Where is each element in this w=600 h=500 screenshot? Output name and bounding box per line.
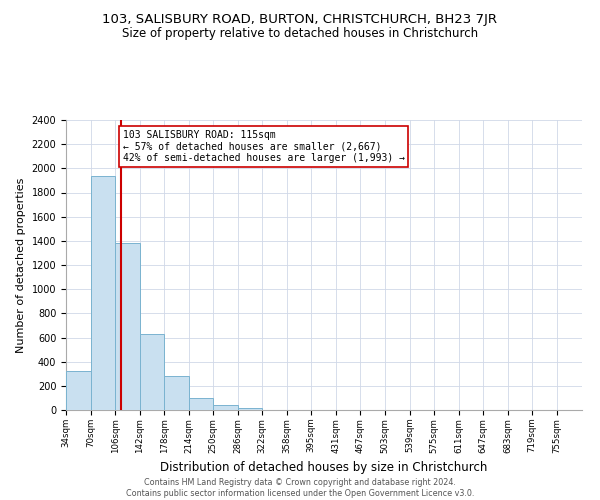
Bar <box>140 334 164 410</box>
Bar <box>188 398 213 410</box>
X-axis label: Distribution of detached houses by size in Christchurch: Distribution of detached houses by size … <box>160 461 488 474</box>
Bar <box>66 372 91 410</box>
Bar <box>238 408 262 410</box>
Bar <box>115 244 140 410</box>
Text: Contains HM Land Registry data © Crown copyright and database right 2024.
Contai: Contains HM Land Registry data © Crown c… <box>126 478 474 498</box>
Text: 103 SALISBURY ROAD: 115sqm
← 57% of detached houses are smaller (2,667)
42% of s: 103 SALISBURY ROAD: 115sqm ← 57% of deta… <box>122 130 404 163</box>
Bar <box>91 176 115 410</box>
Y-axis label: Number of detached properties: Number of detached properties <box>16 178 26 352</box>
Text: Size of property relative to detached houses in Christchurch: Size of property relative to detached ho… <box>122 28 478 40</box>
Bar <box>164 376 188 410</box>
Text: 103, SALISBURY ROAD, BURTON, CHRISTCHURCH, BH23 7JR: 103, SALISBURY ROAD, BURTON, CHRISTCHURC… <box>103 12 497 26</box>
Bar <box>213 404 238 410</box>
